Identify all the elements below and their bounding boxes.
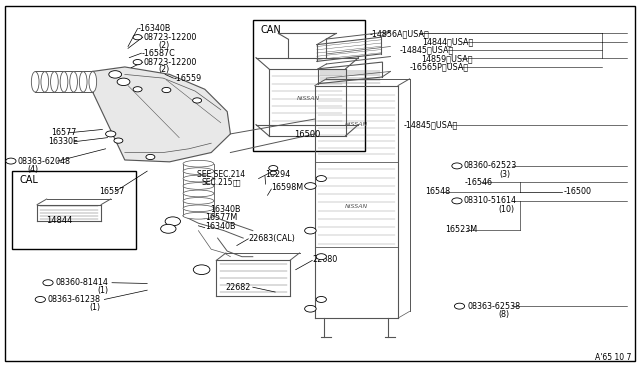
- Text: (3): (3): [499, 170, 510, 179]
- Ellipse shape: [51, 71, 58, 92]
- Text: 16577M: 16577M: [205, 214, 237, 222]
- Text: 16598M: 16598M: [271, 183, 303, 192]
- Text: -16546: -16546: [465, 178, 493, 187]
- Ellipse shape: [60, 71, 68, 92]
- Circle shape: [109, 71, 122, 78]
- Circle shape: [133, 35, 142, 40]
- Text: 08363-61238: 08363-61238: [48, 295, 101, 304]
- Ellipse shape: [183, 198, 214, 204]
- Text: 参照: 参照: [232, 179, 241, 186]
- Circle shape: [270, 171, 276, 175]
- Text: -14845〈USA〉: -14845〈USA〉: [400, 45, 454, 54]
- Circle shape: [146, 154, 155, 160]
- Text: 16523M: 16523M: [445, 225, 477, 234]
- Text: (1): (1): [97, 286, 108, 295]
- Circle shape: [316, 254, 326, 260]
- Text: 08360-62523: 08360-62523: [464, 161, 517, 170]
- Text: 16330E: 16330E: [48, 137, 78, 146]
- Text: SEE SEC.214: SEE SEC.214: [197, 170, 245, 179]
- Text: A'65 10 7: A'65 10 7: [595, 353, 632, 362]
- Ellipse shape: [70, 71, 77, 92]
- Text: 16500: 16500: [294, 130, 321, 139]
- Text: 16557: 16557: [99, 187, 125, 196]
- Circle shape: [269, 166, 278, 171]
- Circle shape: [133, 60, 142, 65]
- Text: 08310-51614: 08310-51614: [464, 196, 517, 205]
- Text: 08360-81414: 08360-81414: [56, 278, 109, 287]
- Ellipse shape: [41, 71, 49, 92]
- Circle shape: [114, 138, 123, 143]
- Circle shape: [165, 217, 180, 226]
- Text: 16340B: 16340B: [210, 205, 241, 214]
- Text: 08723-12200: 08723-12200: [144, 33, 197, 42]
- Circle shape: [133, 87, 142, 92]
- Text: -16500: -16500: [563, 187, 591, 196]
- Circle shape: [316, 296, 326, 302]
- Text: 14844: 14844: [46, 216, 72, 225]
- Circle shape: [454, 303, 465, 309]
- Text: 16294: 16294: [265, 170, 290, 179]
- Circle shape: [305, 183, 316, 189]
- Text: (2): (2): [159, 65, 170, 74]
- Ellipse shape: [79, 71, 87, 92]
- Text: 08723-12200: 08723-12200: [144, 58, 197, 67]
- Polygon shape: [93, 67, 230, 162]
- Text: (1): (1): [90, 303, 100, 312]
- Ellipse shape: [89, 71, 97, 92]
- Text: CAL: CAL: [19, 176, 38, 185]
- Text: 08363-62048: 08363-62048: [18, 157, 71, 166]
- Text: 14844〈USA〉: 14844〈USA〉: [422, 37, 474, 46]
- Ellipse shape: [183, 168, 214, 174]
- Text: 16577: 16577: [51, 128, 77, 137]
- Text: (10): (10): [498, 205, 514, 214]
- Text: -16565P〈USA〉: -16565P〈USA〉: [410, 62, 468, 71]
- Text: NISSAN: NISSAN: [345, 122, 368, 127]
- Text: 22680: 22680: [312, 255, 337, 264]
- Text: SEC.215: SEC.215: [202, 178, 233, 187]
- Circle shape: [43, 280, 53, 286]
- Circle shape: [106, 131, 116, 137]
- Circle shape: [305, 227, 316, 234]
- Ellipse shape: [183, 212, 214, 219]
- Ellipse shape: [183, 160, 214, 167]
- Text: 22682: 22682: [225, 283, 251, 292]
- Ellipse shape: [183, 183, 214, 189]
- Text: (8): (8): [498, 310, 509, 319]
- Circle shape: [316, 176, 326, 182]
- Text: 16340B: 16340B: [205, 222, 236, 231]
- Ellipse shape: [183, 190, 214, 197]
- Text: NISSAN: NISSAN: [297, 96, 321, 101]
- Text: CAN: CAN: [260, 25, 281, 35]
- Circle shape: [6, 158, 16, 164]
- Text: (2): (2): [159, 41, 170, 50]
- Text: 08363-62538: 08363-62538: [467, 302, 520, 311]
- Text: -14856A〈USA〉: -14856A〈USA〉: [370, 29, 429, 38]
- Text: (4): (4): [27, 165, 38, 174]
- Circle shape: [35, 296, 45, 302]
- Circle shape: [452, 198, 462, 204]
- Text: -16340B: -16340B: [138, 24, 171, 33]
- Text: 14859〈USA〉: 14859〈USA〉: [421, 54, 472, 63]
- Text: -16559: -16559: [174, 74, 202, 83]
- Circle shape: [193, 265, 210, 275]
- Text: 16548: 16548: [426, 187, 451, 196]
- Circle shape: [193, 98, 202, 103]
- Bar: [253, 20, 365, 151]
- Text: -16587C: -16587C: [142, 49, 176, 58]
- Ellipse shape: [31, 71, 39, 92]
- Text: NISSAN: NISSAN: [345, 204, 368, 209]
- Bar: [12, 171, 136, 249]
- Text: -14845〈USA〉: -14845〈USA〉: [403, 120, 458, 129]
- Ellipse shape: [183, 205, 214, 212]
- Text: 22683(CAL): 22683(CAL): [248, 234, 295, 243]
- Circle shape: [161, 224, 176, 233]
- Ellipse shape: [183, 175, 214, 182]
- Circle shape: [162, 87, 171, 93]
- Circle shape: [117, 78, 130, 86]
- Circle shape: [305, 305, 316, 312]
- Circle shape: [452, 163, 462, 169]
